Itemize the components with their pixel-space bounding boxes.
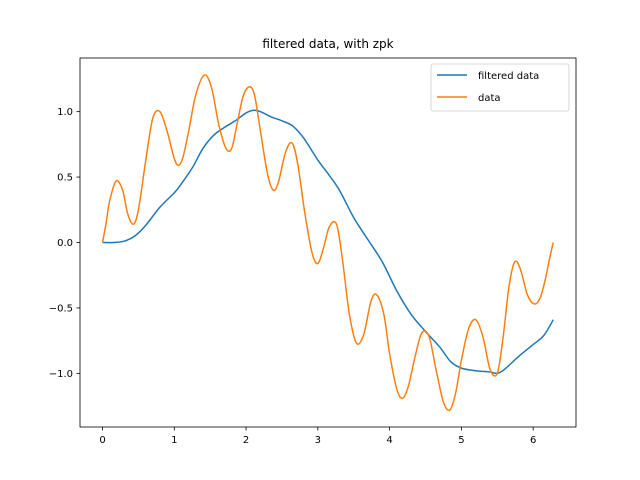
plot-area (101, 74, 554, 412)
legend-label-data: data (478, 93, 501, 104)
axes-frame (79, 57, 577, 428)
x-tick-label: 4 (386, 435, 392, 446)
x-tick-label: 3 (315, 435, 321, 446)
legend-label-filtered-data: filtered data (478, 71, 539, 82)
axis-ticks: 0 1 2 3 4 5 6 −1.0 −0.5 0.0 0.5 1.0 (49, 107, 537, 446)
y-tick-label: −1.0 (49, 369, 73, 380)
y-tick-label: 1.0 (57, 107, 73, 118)
series-line-data (101, 74, 554, 412)
x-tick-label: 0 (99, 435, 105, 446)
chart-title: filtered data, with zpk (262, 37, 393, 51)
series-line-filtered-data (102, 109, 554, 375)
x-tick-label: 1 (171, 435, 177, 446)
x-tick-label: 5 (458, 435, 464, 446)
legend: filtered data data (430, 63, 570, 112)
y-tick-label: −0.5 (49, 303, 73, 314)
y-tick-label: 0.0 (57, 238, 73, 249)
x-tick-label: 2 (243, 435, 249, 446)
x-tick-label: 6 (530, 435, 536, 446)
y-tick-label: 0.5 (57, 173, 73, 184)
